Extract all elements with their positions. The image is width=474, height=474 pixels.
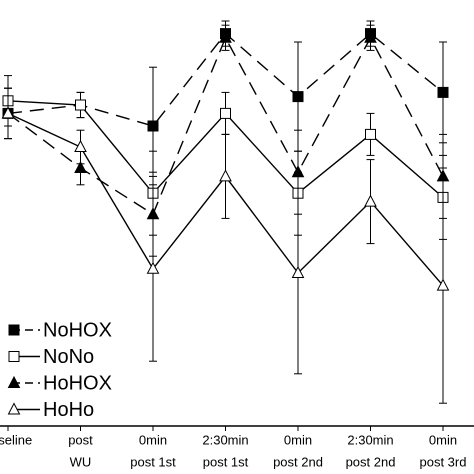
marker [220, 107, 231, 119]
marker [364, 30, 377, 43]
series [1, 87, 450, 404]
marker [292, 91, 304, 103]
legend-marker [7, 402, 21, 415]
marker [75, 99, 86, 111]
x-tick-label: 0min [139, 432, 167, 447]
legend-label: NoNo [43, 346, 94, 368]
marker [147, 120, 159, 132]
x-tick-label: post 1st [203, 454, 249, 469]
legend-marker [7, 375, 21, 388]
legend-marker [8, 324, 20, 336]
x-tick-label: 2:30min [202, 432, 248, 447]
x-tick-label: 0min [284, 432, 312, 447]
marker [1, 106, 15, 119]
marker [74, 139, 87, 152]
x-tick-label: post [68, 432, 93, 447]
legend-marker [8, 351, 20, 362]
legend-label: NoHOX [43, 319, 112, 341]
marker [74, 160, 87, 173]
marker [219, 30, 232, 43]
marker [219, 169, 232, 182]
marker [436, 278, 450, 291]
x-tick-label: post 2nd [346, 454, 396, 469]
x-tick-label: 0min [429, 432, 457, 447]
marker [364, 194, 377, 207]
marker [291, 265, 305, 278]
legend-label: HoHo [43, 399, 94, 421]
marker [437, 86, 449, 98]
x-tick-label: post 3rd [420, 454, 467, 469]
marker [365, 128, 376, 140]
x-tick-label: 2:30min [347, 432, 393, 447]
x-tick-label: post 1st [130, 454, 176, 469]
legend-label: HoHOX [43, 372, 112, 394]
x-tick-label: post 2nd [273, 454, 323, 469]
legend: NoHOX NoNo HoHOX HoHo [7, 319, 112, 421]
x-tick-label: baseline [0, 432, 32, 447]
x-tick-label: WU [70, 454, 92, 469]
marker [146, 261, 160, 274]
